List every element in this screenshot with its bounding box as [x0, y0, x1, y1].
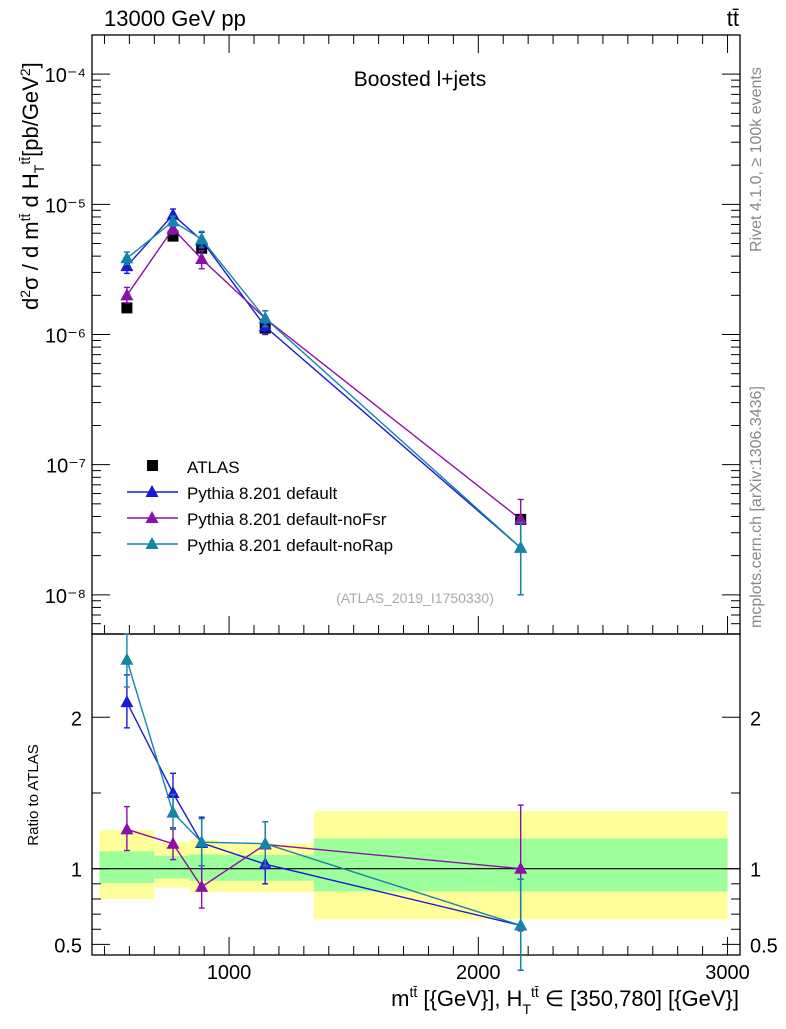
series-point [120, 695, 134, 708]
y-axis-label-ratio: Ratio to ATLAS [25, 744, 42, 845]
legend-label: Pythia 8.201 default-noFsr [187, 510, 387, 529]
series-point [166, 805, 180, 818]
ratio-y-tick-label-right: 1 [750, 860, 761, 882]
series-point [120, 288, 134, 301]
series-point [166, 785, 180, 798]
y-axis-label-main: d2σ / d mtt̄ d HTtt̄[pb/GeV2] [17, 62, 47, 310]
atlas-point [121, 302, 133, 314]
series-point [195, 232, 209, 245]
side-label-rivet: Rivet 4.1.0, ≥ 100k events [748, 67, 765, 252]
y-tick-label: 10⁻⁷ [46, 456, 86, 478]
header-left: 13000 GeV pp [104, 6, 246, 31]
analysis-id: (ATLAS_2019_I1750330) [336, 590, 494, 606]
ratio-frame [91, 633, 741, 956]
main-title: Boosted l+jets [354, 68, 487, 91]
band-inner [99, 851, 155, 884]
x-axis-label: mtt̄ [{GeV}], HTtt̄ ∈ [350,780] [{GeV}] [391, 984, 739, 1017]
legend-marker [145, 537, 159, 549]
legend-marker [145, 511, 159, 523]
ratio-y-tick-label: 1 [71, 860, 82, 882]
series-point [166, 214, 180, 227]
series-point [195, 252, 209, 265]
series-point [514, 861, 528, 874]
x-tick-label: 2000 [456, 962, 501, 984]
series-point [120, 652, 134, 665]
y-tick-label: 10⁻⁶ [45, 326, 86, 348]
series-point [120, 822, 134, 835]
legend: ATLAS Pythia 8.201 default Pythia 8.201 de… [127, 458, 393, 555]
y-tick-label: 10⁻⁴ [45, 65, 86, 87]
legend-label: Pythia 8.201 default-noRap [187, 536, 393, 555]
main-panel: 10⁻⁸ 10⁻⁷ 10⁻⁶ 10⁻⁵ 10⁻⁴ [45, 34, 741, 635]
legend-marker [145, 485, 159, 497]
legend-label: Pythia 8.201 default [187, 484, 338, 503]
side-label-mcplots: mcplots.cern.ch [arXiv:1306.3436] [748, 386, 765, 628]
ratio-y-tick-label: 0.5 [54, 935, 82, 957]
series-point [514, 918, 528, 931]
y-tick-label: 10⁻⁸ [45, 586, 86, 608]
ratio-y-tick-label-right: 0.5 [750, 935, 778, 957]
legend-label: ATLAS [187, 458, 240, 477]
atlas-point [167, 230, 179, 242]
series-point [166, 836, 180, 849]
series-point [120, 251, 134, 264]
series-point [166, 207, 180, 220]
series-point [514, 512, 528, 525]
series-line [126, 227, 522, 520]
series-point [166, 221, 180, 234]
series-point [258, 836, 272, 849]
band-inner [154, 855, 190, 879]
series-point [195, 835, 209, 848]
series-point [258, 311, 272, 324]
series-point [195, 879, 209, 892]
x-tick-label: 3000 [705, 962, 750, 984]
ratio-y-tick-label-right: 2 [750, 708, 761, 730]
x-tick-label: 1000 [207, 962, 252, 984]
header-right: tt̄ [727, 6, 739, 31]
legend-marker [147, 460, 158, 471]
band-inner [189, 854, 220, 881]
y-tick-label: 10⁻⁵ [45, 195, 86, 217]
ratio-y-tick-label: 2 [71, 708, 82, 730]
series-point [514, 540, 528, 553]
